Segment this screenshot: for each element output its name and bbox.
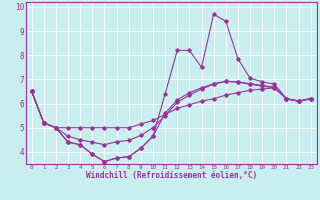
X-axis label: Windchill (Refroidissement éolien,°C): Windchill (Refroidissement éolien,°C) [86, 171, 257, 180]
